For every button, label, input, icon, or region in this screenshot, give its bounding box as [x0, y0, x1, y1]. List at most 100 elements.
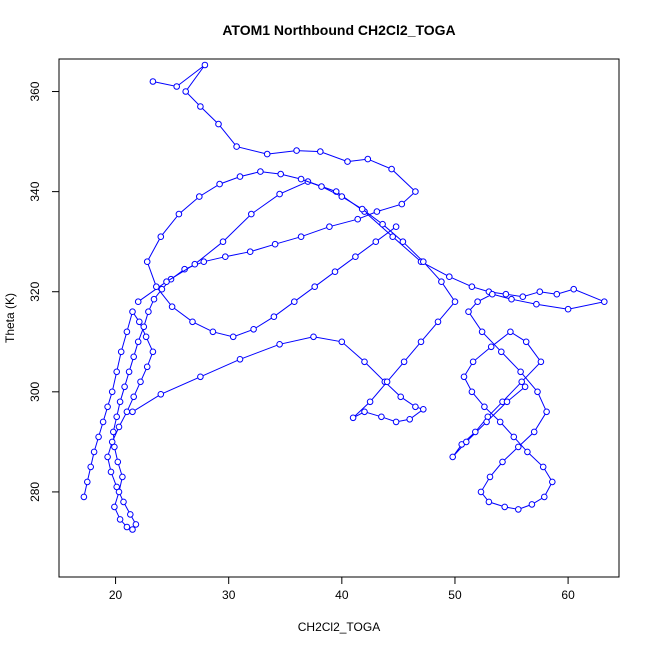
- data-point: [90, 448, 98, 456]
- data-point: [108, 388, 116, 396]
- data-point: [104, 403, 111, 411]
- series-layer: [80, 61, 608, 533]
- data-point: [114, 458, 122, 466]
- data-point: [389, 233, 397, 240]
- data-point: [140, 323, 148, 331]
- data-point: [311, 283, 319, 291]
- data-point: [487, 343, 495, 351]
- data-point: [508, 295, 515, 303]
- data-point: [349, 414, 357, 422]
- data-point: [530, 428, 538, 436]
- data-point: [310, 333, 317, 341]
- data-point: [481, 403, 488, 411]
- data-point: [420, 406, 427, 413]
- data-point: [291, 298, 298, 306]
- data-point: [219, 238, 227, 245]
- data-point: [483, 418, 490, 426]
- data-point: [150, 295, 158, 303]
- data-point: [449, 453, 457, 461]
- data-point: [134, 338, 142, 346]
- x-tick-label: 50: [448, 588, 462, 602]
- data-point: [361, 408, 368, 416]
- data-point: [115, 423, 123, 431]
- data-point: [197, 103, 204, 110]
- data-point: [87, 463, 94, 471]
- data-point: [111, 503, 118, 511]
- data-point: [451, 298, 459, 306]
- data-point: [420, 258, 427, 266]
- data-point: [338, 338, 346, 346]
- data-point: [397, 393, 405, 401]
- data-point: [364, 155, 372, 163]
- data-point: [130, 353, 137, 361]
- data-point: [541, 493, 548, 501]
- data-point: [137, 378, 144, 386]
- data-point: [515, 506, 522, 513]
- data-point: [468, 283, 476, 291]
- data-point: [246, 248, 254, 255]
- data-point: [297, 233, 305, 240]
- data-point: [498, 348, 505, 356]
- data-point: [123, 523, 131, 531]
- data-point: [515, 443, 522, 451]
- data-point: [123, 408, 131, 416]
- data-point: [434, 318, 442, 326]
- data-point: [113, 413, 120, 421]
- data-point: [110, 428, 117, 436]
- data-point: [142, 333, 150, 341]
- data-point: [119, 473, 126, 481]
- data-point: [383, 378, 391, 386]
- data-point: [412, 403, 419, 411]
- data-point: [518, 378, 526, 386]
- data-point: [95, 433, 102, 441]
- data-point: [344, 158, 351, 165]
- y-tick-label: 340: [28, 181, 42, 201]
- data-point: [129, 408, 136, 416]
- data-point: [233, 143, 240, 150]
- data-point: [263, 150, 271, 158]
- series-line: [132, 171, 456, 423]
- data-point: [191, 260, 199, 268]
- data-point: [168, 303, 176, 311]
- data-point: [153, 283, 160, 291]
- data-point: [293, 147, 300, 154]
- data-point: [197, 373, 204, 381]
- data-point: [182, 88, 189, 95]
- data-point: [136, 318, 143, 326]
- data-point: [276, 190, 283, 198]
- data-point: [468, 388, 476, 396]
- y-tick-label: 280: [28, 482, 42, 502]
- data-point: [399, 238, 407, 245]
- data-point: [537, 358, 545, 366]
- data-point: [209, 328, 217, 336]
- data-point: [469, 358, 477, 366]
- data-point: [412, 188, 419, 195]
- data-point: [379, 220, 386, 228]
- data-point: [158, 285, 166, 293]
- x-tick-label: 60: [561, 588, 575, 602]
- data-point: [80, 493, 88, 501]
- data-point: [196, 193, 203, 200]
- data-point: [216, 180, 223, 188]
- data-point: [270, 313, 278, 321]
- data-point: [108, 438, 116, 446]
- data-point: [276, 341, 283, 348]
- x-tick-label: 20: [109, 588, 123, 602]
- data-point: [477, 488, 485, 496]
- data-point: [570, 285, 578, 293]
- data-point: [157, 233, 165, 240]
- data-point: [549, 478, 556, 486]
- x-tick-label: 30: [222, 588, 236, 602]
- data-point: [510, 433, 518, 441]
- data-point: [116, 398, 124, 406]
- data-point: [478, 328, 486, 336]
- data-point: [534, 388, 541, 396]
- data-point: [125, 368, 133, 376]
- data-point: [503, 398, 511, 406]
- data-point: [215, 120, 222, 128]
- data-point: [564, 305, 572, 313]
- data-point: [528, 501, 536, 508]
- data-point: [116, 516, 124, 523]
